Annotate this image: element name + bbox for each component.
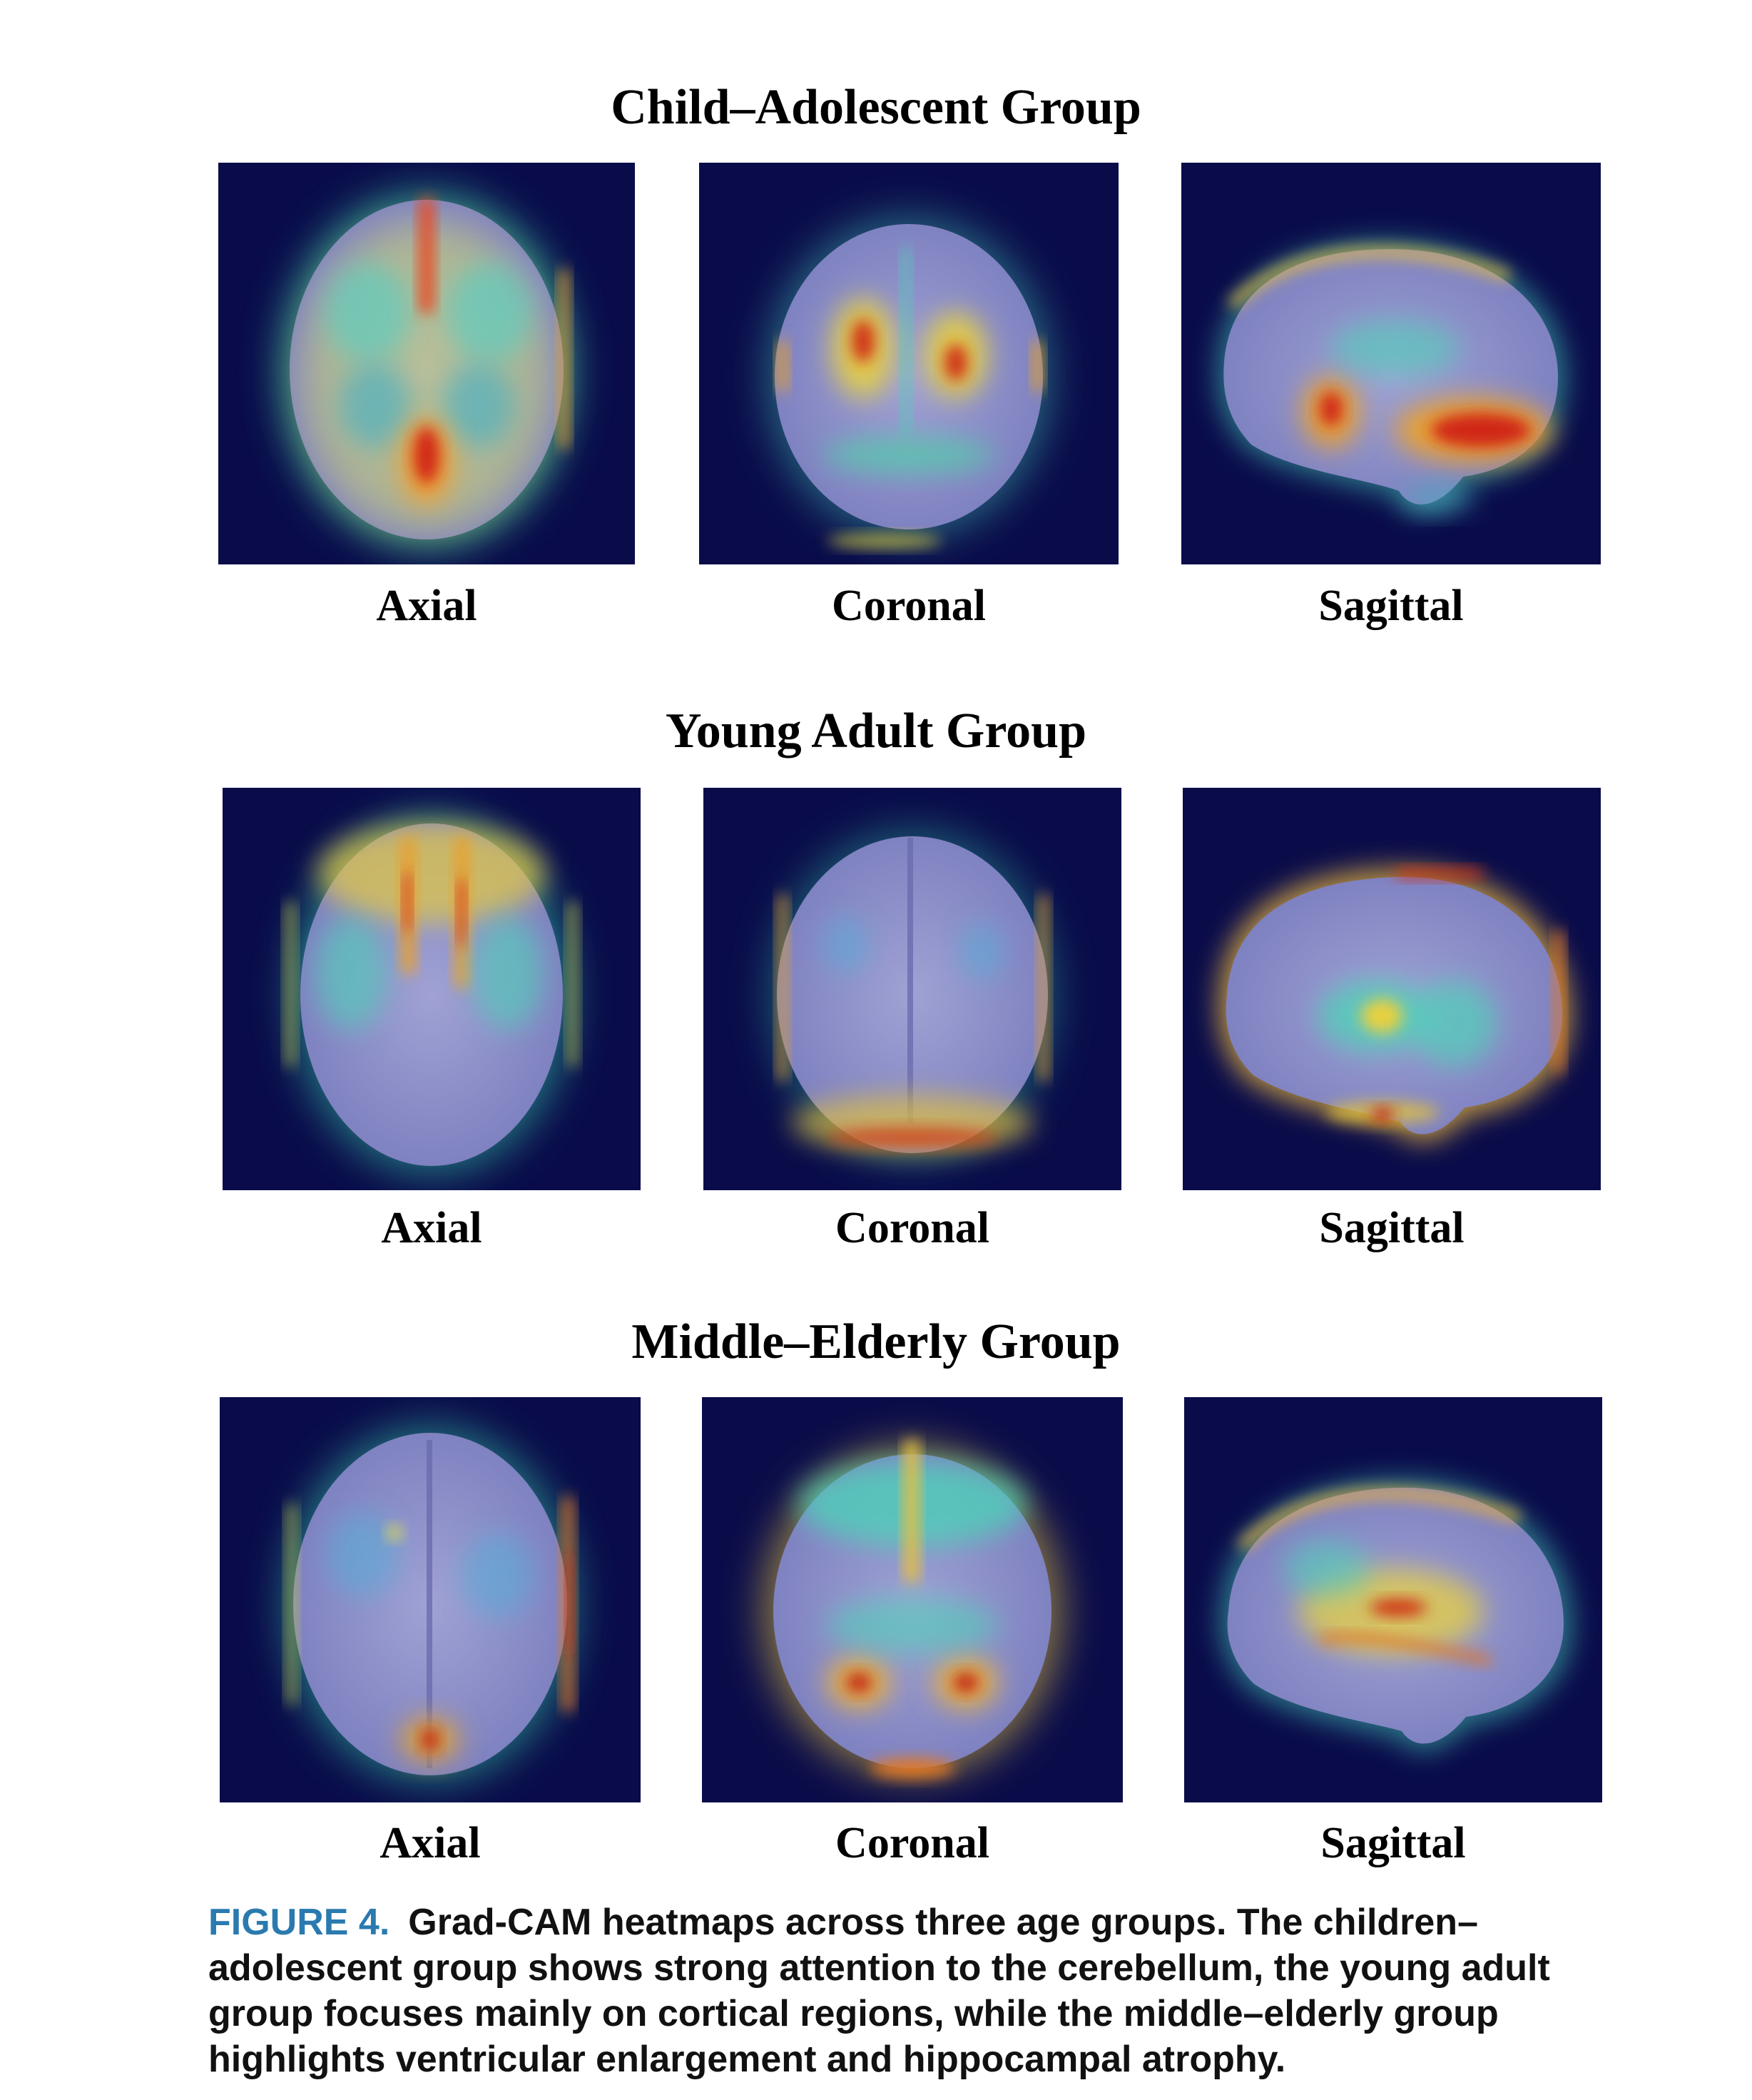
view-label-axial: Axial <box>380 1819 481 1867</box>
heatmap-axial-child <box>218 163 635 564</box>
view-label-coronal: Coronal <box>835 1819 989 1867</box>
view-label-coronal: Coronal <box>832 582 986 630</box>
figure-caption-text: Grad-CAM heatmaps across three age group… <box>208 1902 1550 2080</box>
heatmap-sagittal-elderly <box>1184 1397 1602 1802</box>
group-title-young-adult: Young Adult Group <box>665 704 1087 759</box>
heatmap-coronal-child <box>699 163 1119 564</box>
view-label-sagittal: Sagittal <box>1319 1204 1465 1252</box>
view-label-sagittal: Sagittal <box>1320 1819 1466 1867</box>
view-label-axial: Axial <box>376 582 477 630</box>
heatmap-sagittal-young <box>1183 788 1601 1190</box>
figure-label: FIGURE 4. <box>208 1902 390 1943</box>
group-title-child-adolescent: Child–Adolescent Group <box>611 80 1141 135</box>
heatmap-axial-elderly <box>220 1397 641 1802</box>
heatmap-coronal-elderly <box>702 1397 1123 1802</box>
view-label-sagittal: Sagittal <box>1318 582 1464 630</box>
heatmap-sagittal-child <box>1181 163 1601 564</box>
figure-caption: FIGURE 4. Grad-CAM heatmaps across three … <box>208 1899 1649 2082</box>
view-label-coronal: Coronal <box>835 1204 989 1252</box>
heatmap-axial-young <box>223 788 641 1190</box>
view-label-axial: Axial <box>381 1204 482 1252</box>
heatmap-coronal-young <box>703 788 1121 1190</box>
group-title-middle-elderly: Middle–Elderly Group <box>631 1314 1121 1369</box>
